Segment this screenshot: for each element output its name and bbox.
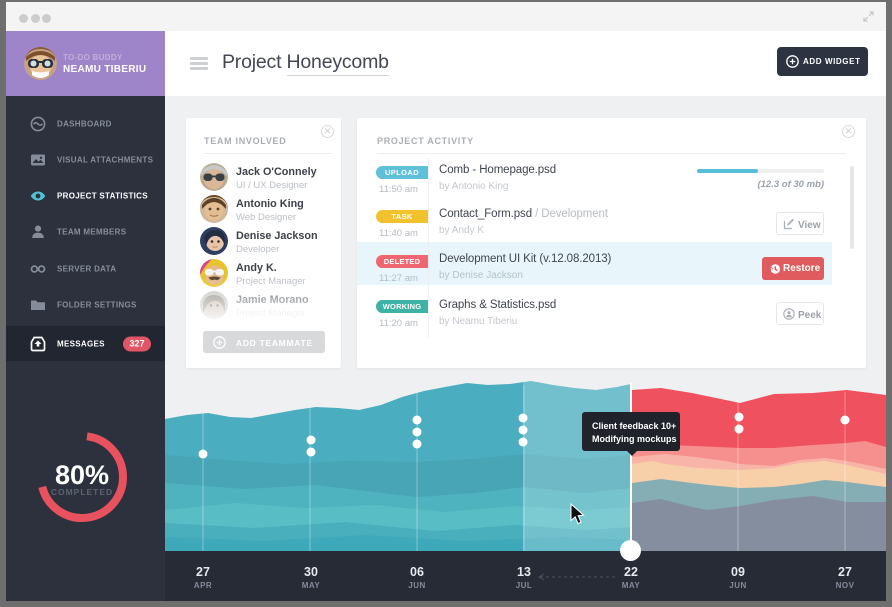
svg-text:COMPLETED: COMPLETED (51, 487, 113, 497)
svg-text:80%: 80% (55, 460, 109, 490)
